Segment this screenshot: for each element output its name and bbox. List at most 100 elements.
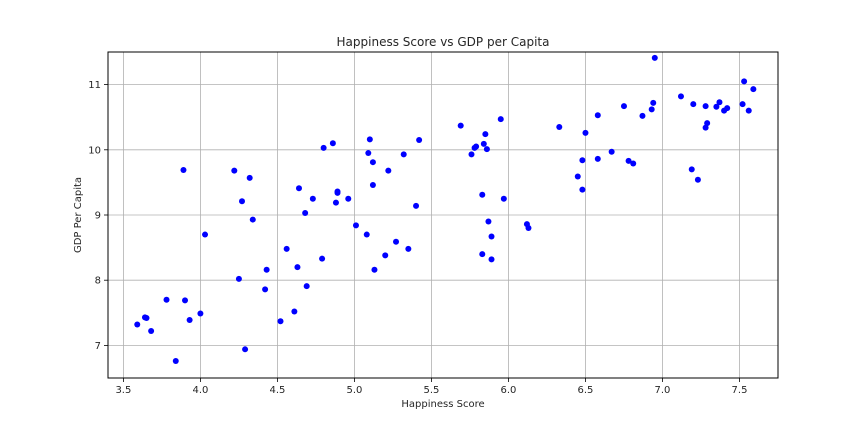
scatter-point: [365, 150, 372, 157]
scatter-point: [483, 146, 490, 153]
scatter-point: [556, 123, 563, 130]
scatter-point: [482, 131, 489, 138]
scatter-point: [400, 151, 407, 158]
scatter-point: [393, 238, 400, 245]
scatter-point: [294, 264, 301, 271]
scatter-point: [500, 195, 507, 202]
scatter-point: [741, 78, 748, 85]
scatter-point: [231, 167, 238, 174]
scatter-point: [235, 275, 242, 282]
scatter-point: [246, 174, 253, 181]
scatter-point: [648, 106, 655, 113]
scatter-point: [405, 245, 412, 252]
scatter-point: [630, 160, 637, 167]
scatter-point: [574, 173, 581, 180]
scatter-point: [366, 136, 373, 143]
scatter-point: [485, 218, 492, 225]
scatter-point: [582, 129, 589, 136]
scatter-point: [608, 148, 615, 155]
scatter-point: [309, 195, 316, 202]
scatter-point: [704, 120, 711, 127]
scatter-point: [745, 107, 752, 114]
x-tick-label: 6.0: [501, 385, 517, 396]
scatter-point: [180, 167, 187, 174]
scatter-point: [319, 255, 326, 262]
scatter-point: [651, 54, 658, 61]
scatter-point: [291, 308, 298, 315]
x-tick-label: 4.5: [269, 385, 285, 396]
scatter-point: [750, 86, 757, 93]
scatter-point: [473, 143, 480, 150]
scatter-point: [468, 151, 475, 158]
scatter-point: [163, 296, 170, 303]
scatter-point: [579, 186, 586, 193]
scatter-point: [239, 198, 245, 205]
scatter-point: [413, 202, 420, 209]
scatter-point: [594, 155, 601, 162]
scatter-point: [677, 93, 684, 100]
scatter-point: [295, 185, 302, 192]
scatter-point: [724, 105, 731, 112]
scatter-point: [172, 358, 179, 365]
scatter-point: [416, 137, 423, 144]
scatter-point: [143, 315, 150, 322]
scatter-point: [277, 318, 284, 325]
x-axis-label: Happiness Score: [401, 399, 484, 410]
x-tick-label: 5.5: [423, 385, 439, 396]
scatter-point: [369, 182, 376, 189]
scatter-point: [625, 157, 632, 164]
scatter-point: [488, 256, 495, 263]
scatter-point: [249, 216, 256, 223]
scatter-point: [579, 157, 586, 164]
scatter-point: [202, 231, 209, 238]
scatter-point: [186, 316, 193, 323]
x-tick-label: 7.5: [732, 385, 748, 396]
scatter-point: [148, 328, 155, 335]
scatter-point: [283, 245, 290, 252]
y-tick-label: 9: [95, 211, 101, 222]
scatter-point: [620, 103, 627, 110]
scatter-point: [702, 124, 709, 131]
scatter-point: [690, 101, 697, 108]
scatter-point: [329, 140, 336, 147]
scatter-point: [385, 167, 392, 174]
scatter-point: [332, 199, 339, 206]
scatter-point: [345, 195, 352, 202]
y-axis-label: GDP Per Capita: [73, 177, 84, 253]
grid-lines: [108, 52, 778, 378]
scatter-point: [650, 99, 657, 106]
y-tick-label: 8: [95, 276, 101, 287]
scatter-point: [320, 144, 327, 151]
scatter-point: [242, 346, 249, 353]
scatter-point: [488, 233, 495, 240]
scatter-point: [479, 251, 486, 258]
scatter-point: [594, 112, 601, 119]
scatter-point: [713, 103, 720, 110]
scatter-point: [716, 99, 723, 106]
y-tick-label: 11: [88, 80, 101, 91]
plot-frame: [107, 51, 779, 379]
scatter-point: [457, 122, 464, 129]
scatter-point: [182, 297, 189, 304]
axis-ticks: 3.5 4.0 4.5 5.0 5.5 6.0 6.5 7.0 7.5 7 8 9 10 11: [88, 80, 747, 396]
scatter-point: [363, 231, 370, 238]
scatter-point: [694, 176, 701, 183]
scatter-point: [497, 116, 504, 123]
x-tick-label: 6.5: [578, 385, 594, 396]
scatter-point: [382, 252, 389, 259]
chart-title: Happiness Score vs GDP per Capita: [337, 35, 550, 49]
scatter-point: [302, 210, 309, 217]
scatter-point: [263, 266, 270, 273]
data-points: [134, 54, 757, 365]
scatter-point: [688, 166, 695, 173]
scatter-point: [303, 283, 310, 290]
scatter-point: [479, 191, 486, 198]
scatter-point: [369, 159, 376, 166]
scatter-point: [480, 140, 487, 147]
scatter-point: [352, 222, 359, 229]
y-tick-label: 10: [88, 145, 101, 156]
scatter-point: [371, 266, 378, 273]
scatter-point: [262, 286, 269, 293]
scatter-point: [702, 103, 709, 110]
